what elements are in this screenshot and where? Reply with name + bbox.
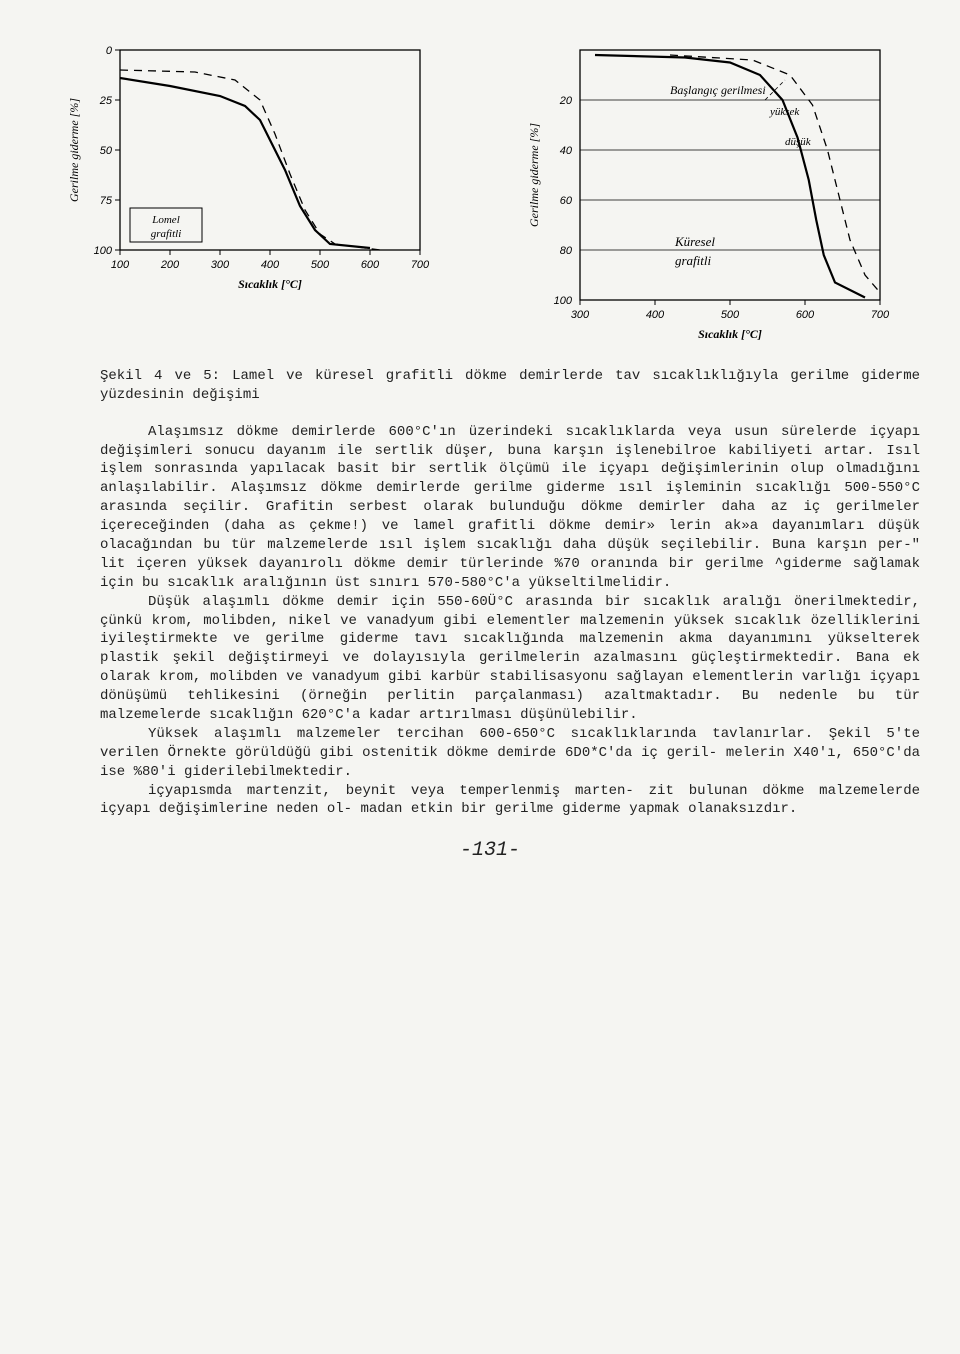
svg-text:700: 700 (871, 309, 890, 321)
svg-text:yüksek: yüksek (769, 106, 800, 118)
chart-left: 0 25 50 75 100 100 200 300 400 500 600 700 Gerilme g… (60, 30, 440, 357)
svg-text:400: 400 (646, 309, 665, 321)
svg-text:700: 700 (411, 259, 430, 271)
svg-text:50: 50 (100, 145, 113, 157)
chart-right-svg: 20 40 60 80 100 300 400 500 600 700 Başlangıç geri… (520, 30, 920, 350)
svg-text:Başlangıç gerilmesi: Başlangıç gerilmesi (670, 83, 766, 97)
svg-text:75: 75 (100, 195, 113, 207)
svg-text:Lomel: Lomel (151, 214, 180, 226)
paragraph-4: içyapısmda martenzit, beynit veya temper… (100, 782, 920, 820)
svg-text:500: 500 (721, 309, 740, 321)
svg-text:40: 40 (560, 145, 573, 157)
paragraph-2: Düşük alaşımlı dökme demir için 550-60Ü°… (100, 593, 920, 725)
paragraph-3: Yüksek alaşımlı malzemeler tercihan 600-… (100, 725, 920, 782)
svg-text:600: 600 (361, 259, 380, 271)
svg-text:100: 100 (111, 259, 130, 271)
svg-text:Sıcaklık [°C]: Sıcaklık [°C] (698, 327, 762, 341)
svg-text:Sıcaklık [°C]: Sıcaklık [°C] (238, 277, 302, 291)
page-number: -131- (60, 837, 920, 864)
svg-text:Gerilme giderme [%]: Gerilme giderme [%] (67, 98, 81, 202)
figure-caption: Şekil 4 ve 5: Lamel ve küresel grafitli … (100, 367, 920, 405)
svg-text:grafitli: grafitli (675, 253, 712, 268)
svg-text:grafitli: grafitli (151, 228, 182, 240)
svg-text:500: 500 (311, 259, 330, 271)
svg-text:25: 25 (99, 95, 113, 107)
charts-row: 0 25 50 75 100 100 200 300 400 500 600 700 Gerilme g… (60, 30, 920, 357)
svg-text:düşük: düşük (785, 136, 812, 148)
svg-text:600: 600 (796, 309, 815, 321)
svg-text:100: 100 (94, 245, 113, 257)
svg-text:Küresel: Küresel (674, 234, 715, 249)
svg-text:Gerilme giderme [%]: Gerilme giderme [%] (527, 123, 541, 227)
svg-text:400: 400 (261, 259, 280, 271)
svg-text:80: 80 (560, 245, 573, 257)
caption-text: Lamel ve küresel grafitli dökme demirler… (100, 368, 920, 403)
caption-label: Şekil 4 ve 5: (100, 368, 220, 384)
svg-text:0: 0 (106, 45, 113, 57)
svg-text:60: 60 (560, 195, 573, 207)
paragraph-1: Alaşımsız dökme demirlerde 600°C'ın üzer… (100, 423, 920, 593)
svg-text:20: 20 (559, 95, 573, 107)
svg-text:100: 100 (554, 295, 573, 307)
svg-text:300: 300 (571, 309, 590, 321)
svg-text:200: 200 (160, 259, 180, 271)
svg-text:300: 300 (211, 259, 230, 271)
chart-left-svg: 0 25 50 75 100 100 200 300 400 500 600 700 Gerilme g… (60, 30, 440, 300)
chart-right: 20 40 60 80 100 300 400 500 600 700 Başlangıç geri… (520, 30, 920, 357)
